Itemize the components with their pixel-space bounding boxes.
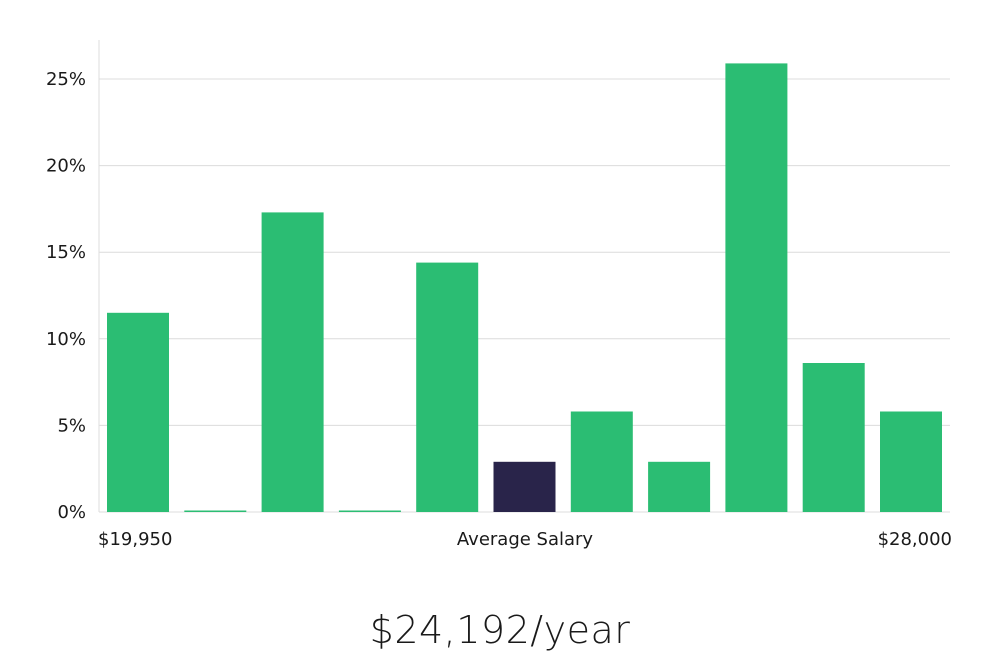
bar: [725, 63, 788, 513]
y-tick-label: 25%: [46, 69, 86, 90]
average-salary-value: $24,192/year: [369, 608, 631, 652]
bar: [648, 461, 711, 512]
bar: [338, 510, 401, 512]
highlighted-bar: [493, 461, 556, 512]
bar: [261, 212, 324, 512]
x-axis-title: Average Salary: [456, 529, 594, 550]
y-tick-label: 20%: [46, 156, 86, 177]
x-max-label: $28,000: [877, 529, 952, 550]
bar: [880, 411, 942, 512]
bars: [107, 63, 942, 513]
y-tick-label: 15%: [46, 242, 86, 263]
bar: [416, 262, 479, 512]
y-tick-label: 0%: [57, 502, 86, 523]
bar: [570, 411, 633, 512]
y-tick-label: 10%: [46, 329, 86, 350]
x-min-label: $19,950: [98, 529, 173, 550]
bar: [184, 510, 247, 512]
y-tick-labels: 0% 5% 10% 15% 20% 25%: [46, 69, 86, 523]
histogram-chart: 0% 5% 10% 15% 20% 25%: [46, 40, 950, 523]
bar: [107, 312, 169, 512]
y-tick-label: 5%: [57, 415, 86, 436]
bar: [802, 363, 865, 512]
